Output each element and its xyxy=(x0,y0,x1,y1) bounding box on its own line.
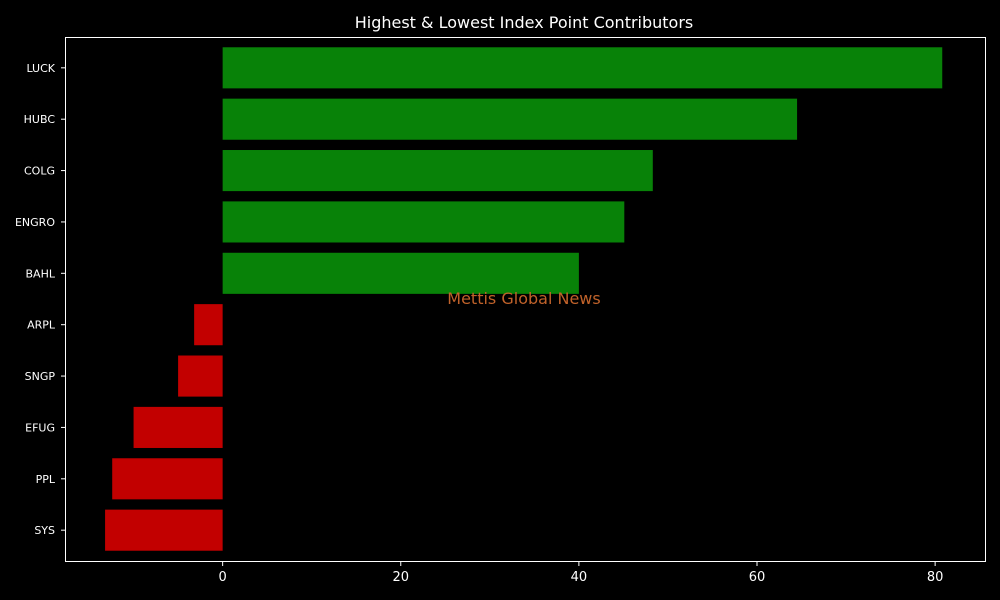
y-tick-label-bahl: BAHL xyxy=(26,267,56,280)
y-tick-label-colg: COLG xyxy=(24,165,55,178)
bar-ppl xyxy=(112,458,223,500)
x-tick-label-40: 40 xyxy=(571,570,588,585)
bar-sys xyxy=(105,509,223,551)
y-tick-label-luck: LUCK xyxy=(26,62,55,75)
bar-arpl xyxy=(194,304,223,346)
y-tick-label-hubc: HUBC xyxy=(24,113,56,126)
watermark: Mettis Global News xyxy=(447,289,600,308)
x-tick-label-60: 60 xyxy=(749,570,766,585)
y-tick-label-arpl: ARPL xyxy=(27,319,56,332)
bar-bahl xyxy=(222,252,579,294)
x-tick-label-20: 20 xyxy=(392,570,409,585)
x-tick-label-0: 0 xyxy=(218,570,226,585)
y-axis: LUCK HUBC COLG ENGRO BAHL ARPL SNGP EFUG PPL SYS xyxy=(15,62,65,537)
y-tick-label-sngp: SNGP xyxy=(25,370,56,383)
chart-title: Highest & Lowest Index Point Contributor… xyxy=(355,13,694,32)
bar-efug xyxy=(133,406,223,448)
y-tick-label-ppl: PPL xyxy=(36,473,56,486)
x-axis: 0 20 40 60 80 xyxy=(218,561,943,585)
bars-group xyxy=(105,47,943,551)
bar-luck xyxy=(222,47,943,89)
bar-sngp xyxy=(178,355,223,397)
y-tick-label-efug: EFUG xyxy=(25,421,55,434)
y-tick-label-engro: ENGRO xyxy=(15,216,55,229)
bar-engro xyxy=(222,201,625,243)
bar-colg xyxy=(222,150,653,192)
y-tick-label-sys: SYS xyxy=(34,524,55,537)
x-tick-label-80: 80 xyxy=(927,570,944,585)
plot-frame xyxy=(65,37,986,562)
bar-hubc xyxy=(222,98,798,140)
